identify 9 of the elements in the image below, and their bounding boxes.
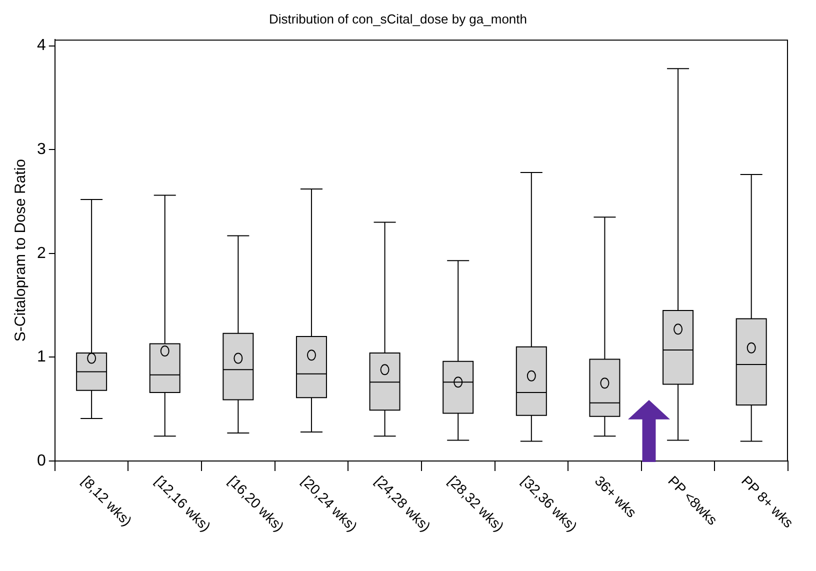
x-tick-label: 36+ wks <box>592 472 640 520</box>
y-tick-label: 1 <box>36 348 46 366</box>
chart-title: Distribution of con_sCital_dose by ga_month <box>269 11 527 26</box>
y-tick-label: 3 <box>36 141 46 158</box>
x-tick-label: PP 8+ wks <box>738 472 797 531</box>
y-axis-title: S-Citalopram to Dose Ratio <box>12 159 30 342</box>
y-tick-label: 2 <box>36 244 46 262</box>
y-tick-label: 0 <box>36 452 46 470</box>
y-tick-label: 4 <box>36 37 46 54</box>
